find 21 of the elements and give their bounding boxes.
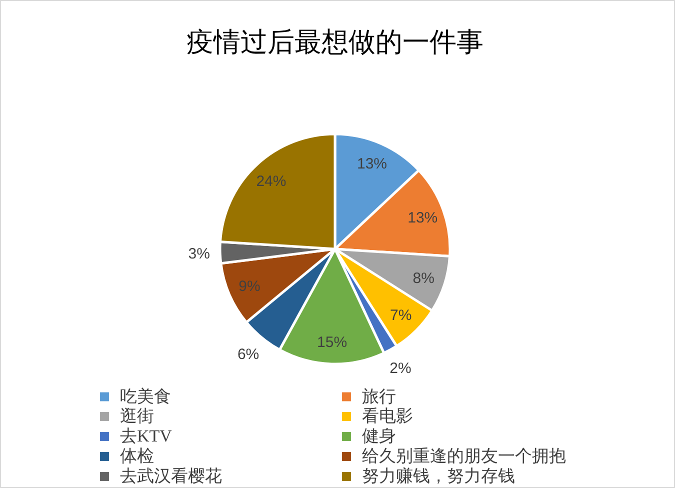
data-label: 24% [256,173,286,190]
legend-label: 旅行 [362,386,396,406]
legend-label: 逛街 [120,406,154,426]
legend-label: 去武汉看樱花 [120,466,222,486]
data-label: 7% [390,306,412,324]
legend-label: 体检 [120,446,154,466]
legend-label: 健身 [362,426,396,446]
legend-label: 去KTV [120,426,173,446]
data-label: 9% [238,278,260,295]
legend-label: 努力赚钱，努力存钱 [362,466,515,486]
data-label: 13% [356,156,388,173]
legend-label: 给久别重逢的朋友一个拥抱 [362,446,566,466]
data-label: 3% [188,245,210,262]
legend-label: 看电影 [362,406,413,426]
data-label: 6% [237,346,260,363]
legend-label: 吃美食 [120,386,171,406]
data-label: 2% [390,360,412,378]
chart-title: 疫情过后最想做的一件事 [186,27,484,58]
data-label: 13% [408,209,438,226]
data-label: 8% [412,270,434,287]
data-label: 15% [317,334,348,352]
